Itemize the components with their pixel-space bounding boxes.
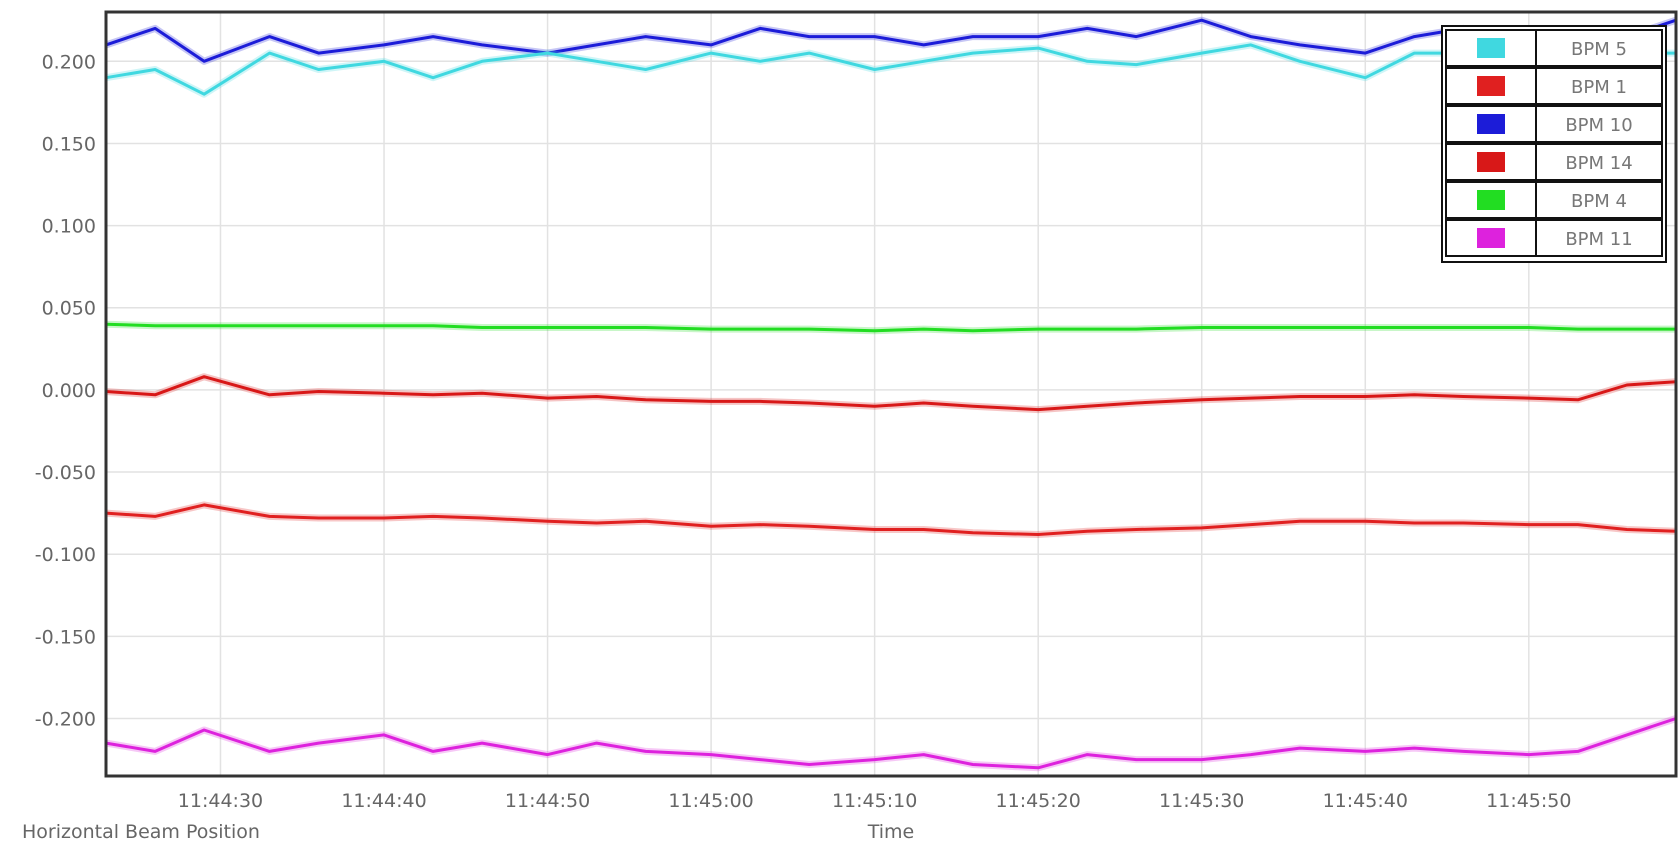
- series-bpm-14: [105, 373, 1677, 414]
- legend-label-cell: [1535, 219, 1663, 257]
- x-tick-label: 11:44:30: [178, 790, 263, 812]
- series-line: [105, 18, 1677, 63]
- y-tick-label: 0.050: [42, 298, 96, 320]
- y-axis-title: Horizontal Beam Position: [22, 821, 260, 843]
- legend-label: BPM 5: [1571, 39, 1627, 60]
- series-line: [105, 375, 1677, 412]
- x-tick-label: 11:45:40: [1323, 790, 1408, 812]
- legend-label: BPM 1: [1571, 77, 1627, 98]
- series-line: [105, 322, 1676, 333]
- series-line: [105, 717, 1677, 770]
- y-tick-label: -0.200: [35, 708, 96, 730]
- grid: [106, 12, 1676, 776]
- legend-label: BPM 11: [1565, 229, 1632, 250]
- legend-label: BPM 10: [1565, 115, 1632, 136]
- y-tick-label: -0.100: [35, 544, 96, 566]
- legend-item: BPM 11: [1445, 219, 1663, 257]
- series-glow: [105, 715, 1678, 772]
- legend-swatch: [1477, 228, 1505, 248]
- x-tick-label: 11:44:50: [505, 790, 590, 812]
- legend-item: BPM 10: [1445, 105, 1663, 143]
- series-bpm-4: [105, 320, 1676, 335]
- x-tick-label: 11:45:10: [832, 790, 917, 812]
- legend-swatch: [1477, 114, 1505, 134]
- y-tick-label: 0.000: [42, 380, 96, 402]
- plot-frame: [104, 10, 1678, 778]
- series-layer: [104, 16, 1678, 772]
- x-tick-label: 11:45:50: [1486, 790, 1571, 812]
- y-axis: 0.200 0.150 0.100 0.050 0.000 -0.050 -0.100 -0.…: [35, 51, 96, 730]
- legend-swatch: [1477, 76, 1505, 96]
- x-tick-label: 11:45:30: [1159, 790, 1244, 812]
- legend-label: BPM 4: [1571, 191, 1627, 212]
- legend-label-cell: [1535, 105, 1663, 143]
- series-bpm-5: [105, 41, 1676, 98]
- legend-item: BPM 1: [1445, 67, 1663, 105]
- legend: BPM 5 BPM 1 BPM 10 BPM 14 BPM 4 BPM 11: [1441, 25, 1667, 263]
- y-tick-label: 0.200: [42, 51, 96, 73]
- legend-label-cell: [1535, 143, 1663, 181]
- y-tick-label: -0.050: [35, 462, 96, 484]
- legend-label-cell: [1535, 29, 1663, 67]
- legend-item: BPM 4: [1445, 181, 1663, 219]
- y-tick-label: 0.100: [42, 216, 96, 238]
- y-tick-label: -0.150: [35, 626, 96, 648]
- legend-swatch: [1477, 190, 1505, 210]
- legend-label-cell: [1535, 181, 1663, 219]
- series-line: [105, 43, 1676, 96]
- x-tick-label: 11:44:40: [341, 790, 426, 812]
- x-tick-label: 11:45:20: [996, 790, 1081, 812]
- y-tick-label: 0.150: [42, 133, 96, 155]
- x-tick-label: 11:45:00: [668, 790, 753, 812]
- series-bpm-1: [105, 501, 1677, 538]
- legend-item: BPM 5: [1445, 29, 1663, 67]
- x-axis-title: Time: [867, 821, 915, 843]
- legend-item: BPM 14: [1445, 143, 1663, 181]
- legend-swatch: [1477, 152, 1505, 172]
- legend-label-cell: [1535, 67, 1663, 105]
- x-axis: 11:44:30 11:44:40 11:44:50 11:45:00 11:45:10…: [178, 790, 1572, 812]
- series-bpm-10: [104, 16, 1678, 65]
- legend-swatch: [1477, 38, 1505, 58]
- series-bpm-11: [105, 715, 1678, 772]
- series-line: [105, 503, 1677, 536]
- legend-label: BPM 14: [1565, 153, 1632, 174]
